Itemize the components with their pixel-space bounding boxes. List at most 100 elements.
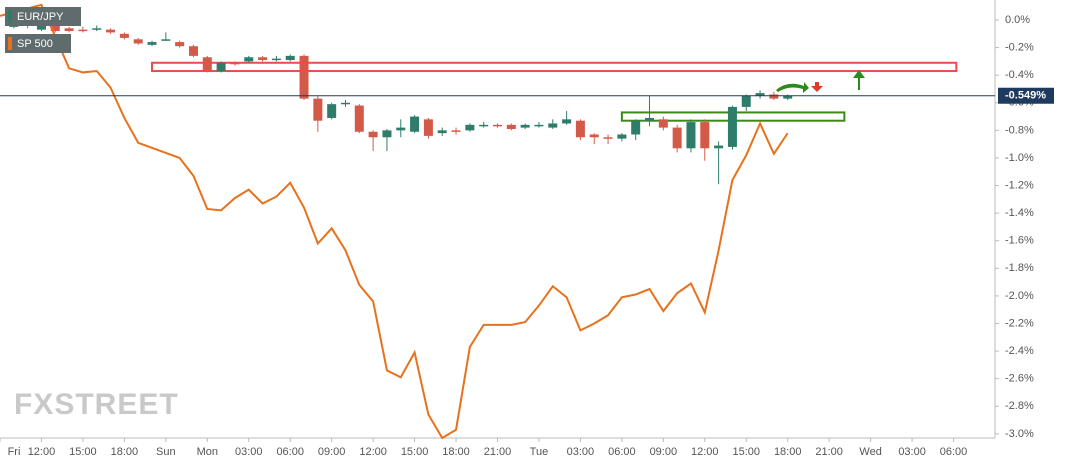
candle-body — [147, 42, 157, 45]
candle-body — [617, 134, 627, 139]
x-tick-label: 15:00 — [401, 446, 429, 458]
candle-body — [133, 39, 143, 44]
candle-body — [451, 130, 461, 132]
candle-body — [354, 105, 364, 132]
candle-body — [271, 58, 281, 61]
legend-label: SP 500 — [17, 38, 53, 50]
x-tick-label: Mon — [197, 446, 218, 458]
y-tick-label: -0.2% — [1005, 41, 1034, 53]
y-tick-label: -1.0% — [1005, 152, 1034, 164]
y-tick-label: 0.0% — [1005, 14, 1030, 26]
y-tick-label: -2.2% — [1005, 317, 1034, 329]
candle-body — [202, 57, 212, 72]
candle-body — [645, 117, 655, 121]
x-tick-label: 06:00 — [940, 446, 968, 458]
candle-body — [700, 122, 710, 149]
x-tick-label: 15:00 — [732, 446, 760, 458]
current-price-label: -0.549% — [1005, 90, 1046, 102]
legend-label: EUR/JPY — [17, 11, 64, 23]
y-tick-label: -0.4% — [1005, 69, 1034, 81]
down-arrow — [811, 82, 823, 92]
legend-swatch — [8, 37, 12, 50]
x-tick-label: 21:00 — [484, 446, 512, 458]
candle-body — [36, 24, 46, 30]
candle-body — [216, 62, 226, 72]
candle-body — [188, 46, 198, 56]
candle-body — [64, 28, 74, 32]
candle-body — [230, 62, 240, 65]
x-tick-label: 15:00 — [69, 446, 97, 458]
curved-arrow — [776, 82, 809, 93]
candle-body — [119, 33, 129, 38]
candle-body — [548, 123, 558, 128]
x-tick-label: 06:00 — [608, 446, 636, 458]
x-tick-label: Wed — [859, 446, 881, 458]
x-tick-label: 21:00 — [815, 446, 843, 458]
candle-body — [589, 134, 599, 138]
candle-body — [313, 98, 323, 121]
x-tick-label: Sun — [156, 446, 176, 458]
x-tick-label: 03:00 — [235, 446, 263, 458]
y-tick-label: -2.0% — [1005, 290, 1034, 302]
candle-body — [410, 116, 420, 132]
plot-layer: 0.0%-0.2%-0.4%-0.6%-0.8%-1.0%-1.2%-1.4%-… — [0, 0, 1054, 458]
candle-body — [769, 94, 779, 99]
candle-body — [92, 28, 102, 30]
x-tick-label: 18:00 — [774, 446, 802, 458]
candle-body — [603, 137, 613, 139]
x-tick-label: 12:00 — [691, 446, 719, 458]
x-tick-label: 03:00 — [898, 446, 926, 458]
y-tick-label: -3.0% — [1005, 428, 1034, 440]
x-tick-label: 18:00 — [111, 446, 139, 458]
candle-body — [534, 124, 544, 127]
x-tick-label: 12:00 — [359, 446, 387, 458]
y-tick-label: -1.8% — [1005, 262, 1034, 274]
y-tick-label: -0.8% — [1005, 124, 1034, 136]
x-tick-label: 06:00 — [276, 446, 304, 458]
candle-body — [258, 57, 268, 61]
candle-body — [479, 124, 489, 127]
y-tick-label: -2.8% — [1005, 400, 1034, 412]
candle-body — [175, 42, 185, 47]
y-tick-label: -1.4% — [1005, 207, 1034, 219]
candle-body — [631, 120, 641, 135]
candle-body — [493, 124, 502, 127]
candle-body — [506, 124, 516, 129]
candle-body — [686, 122, 696, 149]
candle-body — [783, 95, 793, 99]
candle-body — [437, 130, 447, 134]
legend: EUR/JPY SP 500 — [5, 7, 81, 53]
current-price-box — [998, 87, 1054, 104]
candle-body — [658, 119, 668, 128]
candle-body — [575, 120, 585, 138]
legend-box — [5, 7, 81, 26]
candle-body — [672, 127, 682, 149]
candle-body — [244, 57, 254, 62]
candle-body — [382, 130, 392, 138]
y-tick-label: -1.6% — [1005, 235, 1034, 247]
watermark: FXSTREET — [14, 388, 179, 421]
candle-body — [340, 102, 350, 105]
y-tick-label: -2.6% — [1005, 373, 1034, 385]
sp500-line — [0, 3, 789, 440]
y-tick-label: -2.4% — [1005, 345, 1034, 357]
up-arrow — [853, 70, 865, 90]
x-tick-label: Fri — [8, 446, 21, 458]
candle-body — [465, 124, 475, 131]
candle-body — [727, 106, 737, 147]
candle-body — [50, 24, 60, 32]
x-tick-label: 09:00 — [650, 446, 678, 458]
candle-body — [368, 131, 378, 138]
candle-body — [106, 29, 116, 33]
candle-body — [562, 119, 572, 124]
candle-body — [520, 124, 530, 128]
y-tick-label: -1.2% — [1005, 179, 1034, 191]
legend-box — [5, 34, 71, 53]
x-tick-label: 03:00 — [567, 446, 595, 458]
level-box — [151, 61, 958, 73]
candle-body — [161, 39, 171, 41]
candle-body — [285, 55, 295, 61]
x-tick-label: Tue — [530, 446, 549, 458]
candle-body — [714, 145, 724, 149]
